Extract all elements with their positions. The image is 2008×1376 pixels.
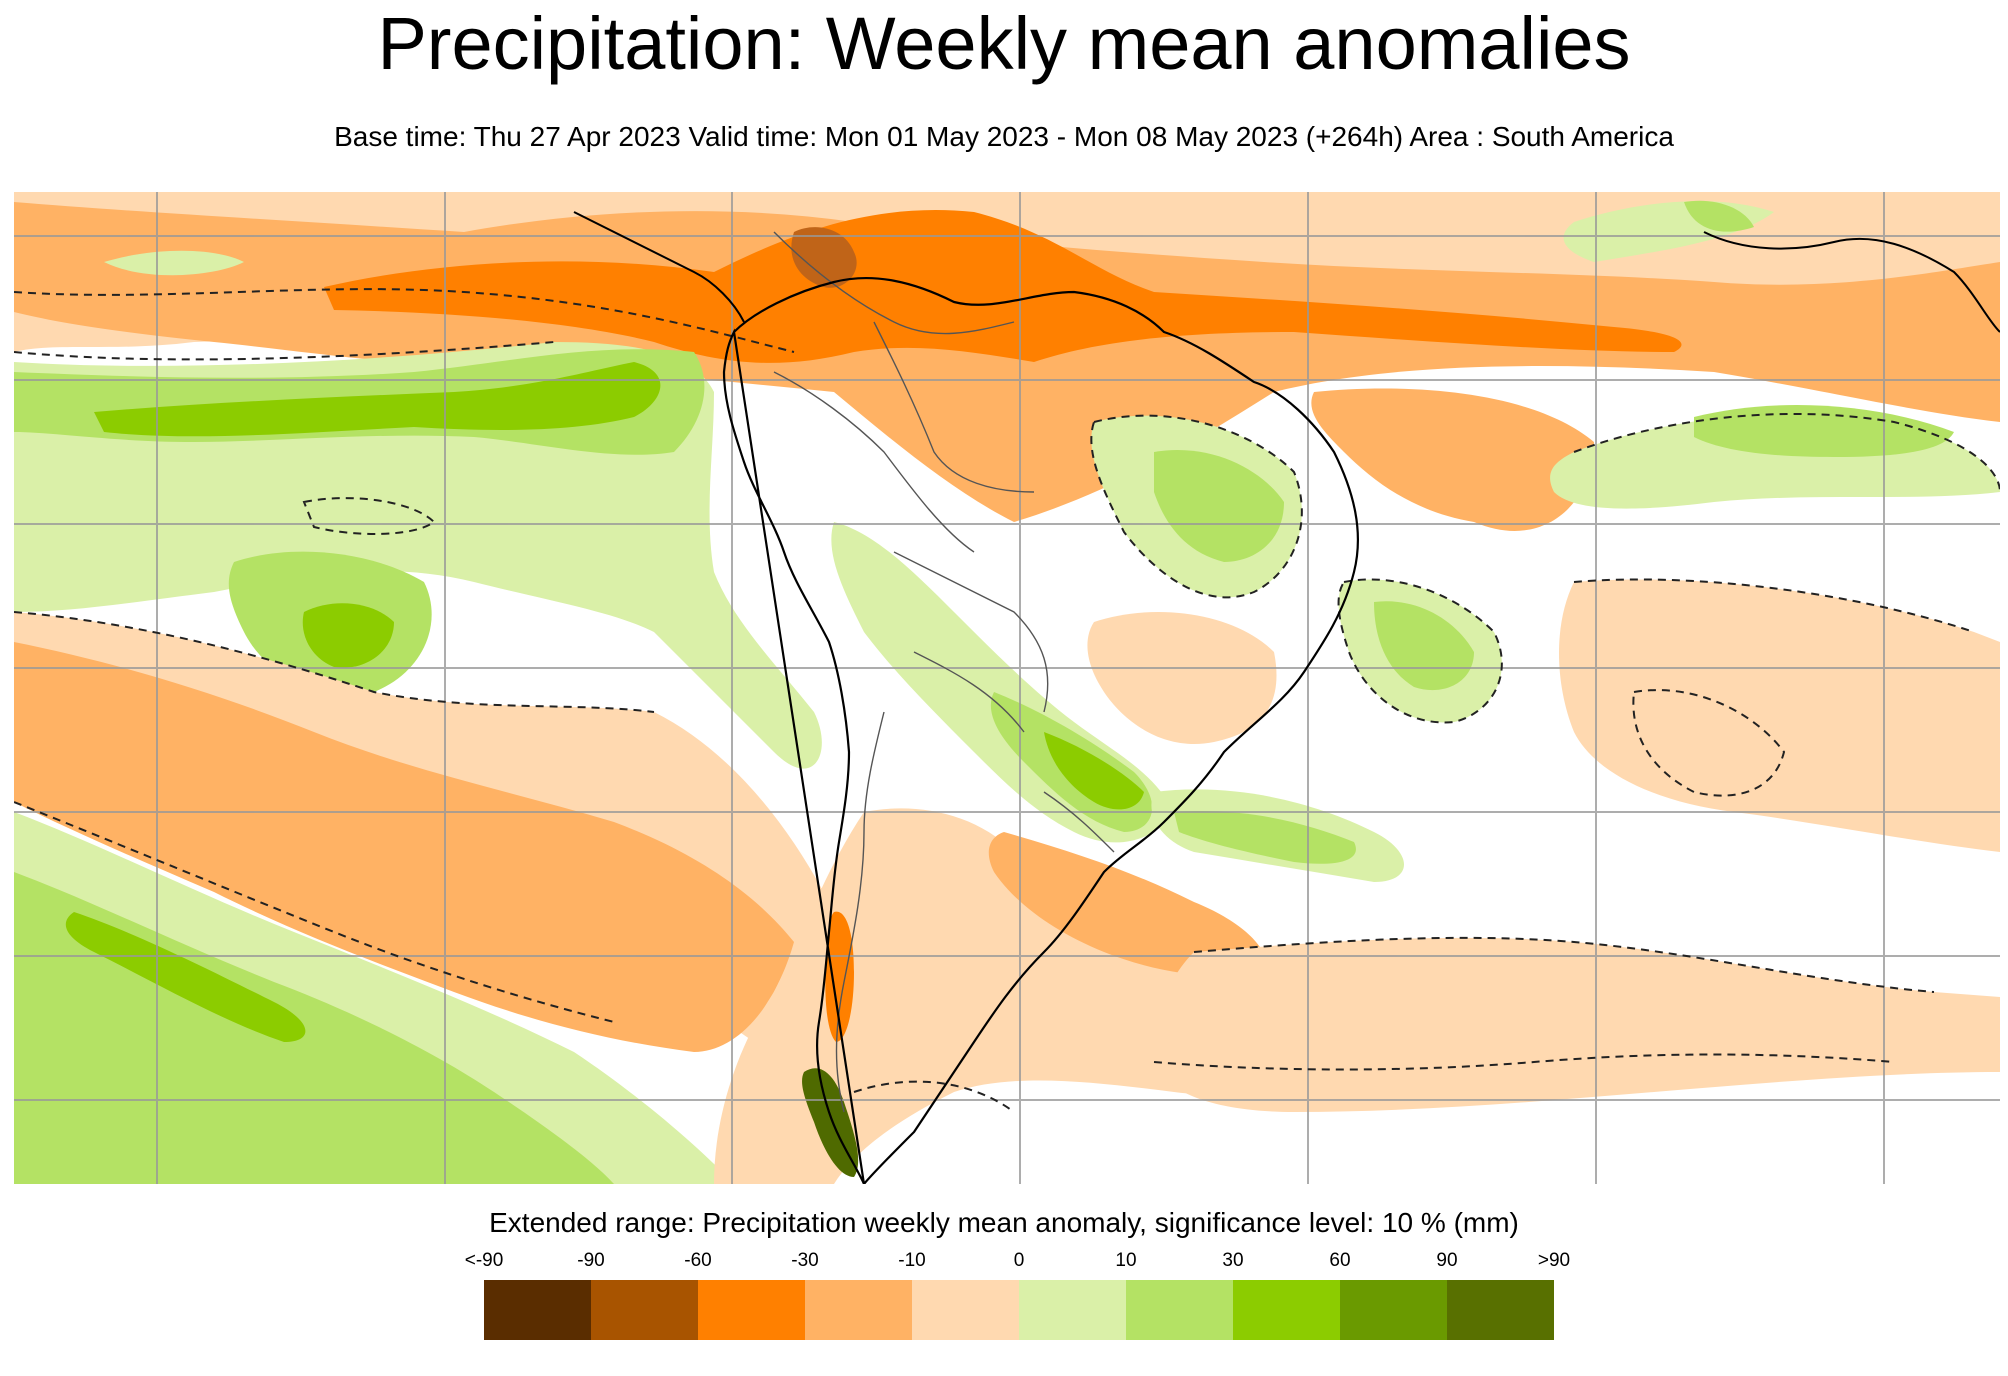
legend-tick-label: 0: [1013, 1250, 1025, 1271]
south-atlantic-wet-moderate: [1174, 811, 1356, 864]
legend-tick-label: 10: [1115, 1250, 1137, 1271]
legend-tick-label: 60: [1329, 1250, 1351, 1271]
pacific-wet-strong-belt: [94, 362, 661, 437]
south-pacific-wet-strong: [65, 912, 306, 1042]
legend-swatch: [1126, 1280, 1233, 1340]
south-atlantic-dry-weak: [1559, 579, 2000, 852]
pacific-dry-moderate-band: [14, 642, 794, 1052]
legend-swatch: [1447, 1280, 1554, 1340]
parana-wet-strong: [1044, 732, 1144, 810]
brazil-south-dry-weak: [1087, 612, 1277, 744]
legend-swatch: [591, 1280, 698, 1340]
legend-title: Extended range: Precipitation weekly mea…: [489, 1207, 1519, 1238]
east-atlantic-wet-moderate: [1694, 405, 1954, 457]
map-canvas: [14, 192, 2000, 1184]
page-subtitle: Base time: Thu 27 Apr 2023 Valid time: M…: [334, 121, 1674, 152]
patagonia-wet-strong-strip: [802, 1068, 859, 1177]
legend-tick-label: >90: [1537, 1250, 1571, 1271]
page-title: Precipitation: Weekly mean anomalies: [377, 2, 1631, 85]
legend-swatch: [484, 1280, 591, 1340]
significance-contours: [14, 288, 2000, 1113]
legend-tick-label: 30: [1222, 1250, 1244, 1271]
chile-dry-strong-strip: [825, 911, 854, 1042]
legend-tick-label: -30: [791, 1250, 819, 1271]
legend-swatch: [698, 1280, 805, 1340]
legend-swatch: [1233, 1280, 1340, 1340]
brazil-north-wet-moderate: [1154, 450, 1284, 562]
pacific-wet-mid-core: [302, 603, 394, 668]
legend-tick-label: <-90: [464, 1250, 504, 1271]
north-east-wet-core: [1684, 200, 1754, 232]
north-dry-strong-band: [324, 210, 1682, 363]
legend-tick-label: -10: [898, 1250, 926, 1271]
east-tropical-dry-moderate: [1311, 388, 1594, 531]
north-west-wet-patch: [104, 250, 244, 276]
legend-tick-label: -60: [684, 1250, 712, 1271]
graticule: [14, 192, 2000, 1184]
legend-swatch: [805, 1280, 912, 1340]
legend-swatch: [1340, 1280, 1447, 1340]
legend-tick-label: 90: [1436, 1250, 1458, 1271]
legend-swatch: [1019, 1280, 1126, 1340]
legend-colorbar: [484, 1280, 1554, 1342]
argentina-dry-moderate: [988, 832, 1266, 976]
andes-north-very-dry: [791, 227, 857, 288]
legend-swatch: [912, 1280, 1019, 1340]
legend-tick-label: -90: [577, 1250, 605, 1271]
africa-coastline: [1703, 231, 2000, 333]
central-america-coastline: [573, 211, 745, 323]
south-america-coastline: [722, 276, 1360, 1184]
anomaly-map: [14, 192, 2000, 1184]
country-borders: [773, 231, 1115, 1113]
